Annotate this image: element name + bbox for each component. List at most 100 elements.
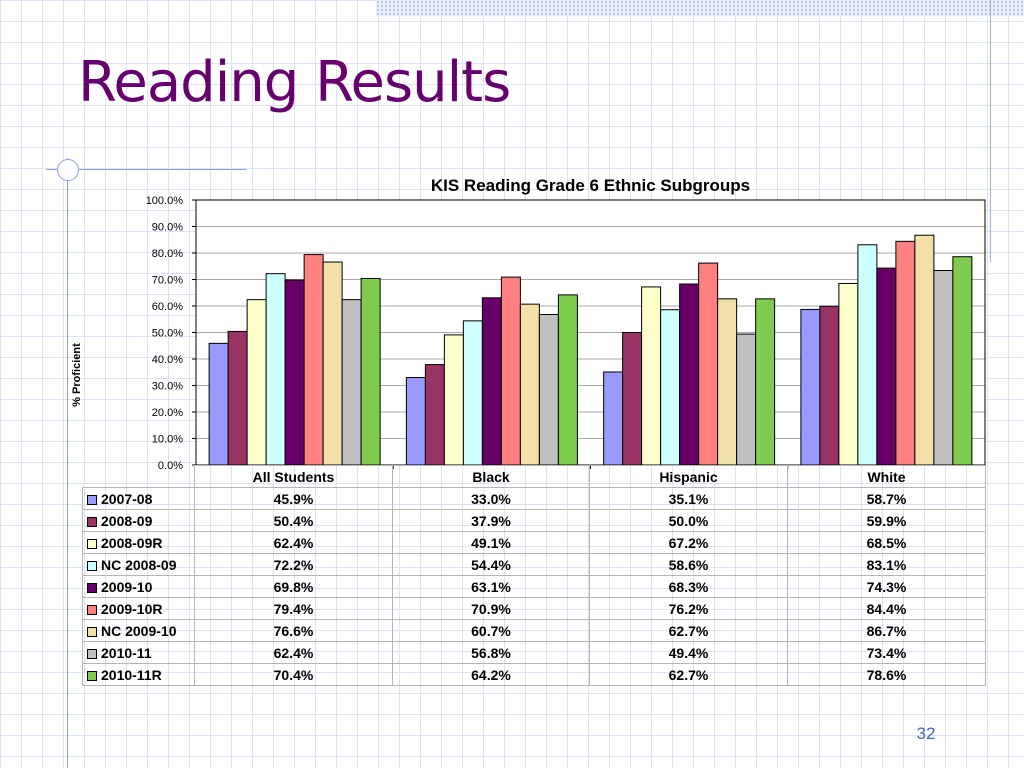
data-cell: 79.4% [194, 597, 393, 620]
bar [933, 269, 954, 466]
chart-title: KIS Reading Grade 6 Ethnic Subgroups [430, 176, 751, 195]
legend-entry: 2008-09R [82, 531, 195, 554]
table-row: 2010-11 62.4% 56.8% 49.4% 73.4% [82, 641, 986, 664]
legend-label: 2010-11 [101, 644, 152, 661]
data-cell: 63.1% [392, 575, 590, 598]
bar [284, 279, 305, 466]
data-cell: 86.7% [787, 619, 986, 642]
data-cell: 62.7% [589, 619, 788, 642]
table-row: 2007-08 45.9% 33.0% 35.1% 58.7% [82, 487, 986, 510]
decorative-circle [57, 159, 79, 181]
data-cell: 54.4% [392, 553, 590, 576]
y-tick-label: 90.0% [152, 222, 183, 234]
y-tick-label: 60.0% [152, 301, 183, 313]
table-corner [83, 466, 195, 488]
table-row: 2008-09 50.4% 37.9% 50.0% 59.9% [82, 509, 986, 532]
bar [914, 234, 935, 466]
data-cell: 76.6% [194, 619, 393, 642]
data-cell: 58.7% [787, 487, 986, 510]
legend-swatch [87, 582, 97, 593]
bar [481, 297, 502, 466]
bar [360, 277, 381, 466]
data-cell: 74.3% [787, 575, 986, 598]
legend-label: NC 2009-10 [101, 622, 177, 639]
bar [424, 364, 445, 466]
legend-label: NC 2008-09 [101, 556, 177, 573]
category-label: All Students [194, 465, 393, 488]
y-tick-label: 80.0% [152, 248, 183, 260]
y-tick-label: 70.0% [152, 275, 183, 287]
data-cell: 58.6% [589, 553, 788, 576]
table-header-row: All Students Black Hispanic White [83, 465, 986, 488]
data-cell: 60.7% [392, 619, 590, 642]
bar [227, 330, 248, 466]
y-tick-label: 10.0% [152, 434, 183, 446]
bar [755, 298, 776, 466]
table-row: 2009-10R 79.4% 70.9% 76.2% 84.4% [82, 597, 986, 620]
legend-label: 2007-08 [101, 490, 153, 507]
data-cell: 84.4% [787, 597, 986, 620]
legend-swatch [87, 516, 97, 527]
legend-swatch [87, 626, 97, 637]
category-label: White [787, 465, 986, 488]
bar [443, 334, 464, 466]
bar [679, 283, 700, 466]
legend-swatch [87, 538, 97, 549]
data-cell: 37.9% [392, 509, 590, 532]
bar [838, 282, 859, 466]
decorative-horizontal-line [46, 169, 246, 170]
legend-entry: 2009-10R [82, 597, 195, 620]
bar [303, 254, 324, 466]
data-cell: 62.7% [589, 663, 788, 686]
legend-swatch [87, 604, 97, 615]
data-cell: 49.1% [392, 531, 590, 554]
bar [952, 256, 973, 466]
y-tick-label: 50.0% [152, 328, 183, 340]
data-cell: 67.2% [589, 531, 788, 554]
bar [641, 286, 662, 466]
bar [462, 320, 483, 466]
data-cell: 49.4% [589, 641, 788, 664]
data-cell: 83.1% [787, 553, 986, 576]
data-cell: 72.2% [194, 553, 393, 576]
legend-swatch [87, 648, 97, 659]
legend-swatch [87, 670, 97, 681]
bar [622, 332, 643, 466]
bar [876, 267, 897, 466]
decorative-top-band [376, 0, 1024, 16]
data-cell: 73.4% [787, 641, 986, 664]
legend-entry: 2007-08 [82, 487, 195, 510]
legend-entry: 2008-09 [82, 509, 195, 532]
bar [500, 276, 521, 466]
bar [341, 299, 362, 466]
legend-entry: 2010-11 [82, 641, 195, 664]
bar [736, 333, 757, 466]
table-row: 2010-11R 70.4% 64.2% 62.7% 78.6% [82, 663, 986, 686]
legend-label: 2009-10R [101, 600, 163, 617]
data-cell: 68.3% [589, 575, 788, 598]
decorative-vertical-line [67, 158, 68, 768]
bar [857, 244, 878, 466]
bar [405, 377, 426, 466]
table-row: NC 2008-09 72.2% 54.4% 58.6% 83.1% [82, 553, 986, 576]
data-cell: 50.4% [194, 509, 393, 532]
bar [538, 313, 559, 466]
data-cell: 62.4% [194, 641, 393, 664]
table-row: NC 2009-10 76.6% 60.7% 62.7% 86.7% [82, 619, 986, 642]
legend-entry: 2009-10 [82, 575, 195, 598]
bar [322, 261, 343, 466]
bar [660, 309, 681, 466]
y-tick-label: 100.0% [146, 195, 184, 207]
data-cell: 45.9% [194, 487, 393, 510]
bar [208, 342, 229, 466]
data-cell: 35.1% [589, 487, 788, 510]
data-table: All Students Black Hispanic White 2007-0… [82, 465, 986, 686]
data-cell: 56.8% [392, 641, 590, 664]
data-cell: 76.2% [589, 597, 788, 620]
y-tick-label: 30.0% [152, 381, 183, 393]
bar [698, 262, 719, 466]
bar [557, 294, 578, 466]
category-label: Black [392, 465, 590, 488]
bar [519, 303, 540, 466]
